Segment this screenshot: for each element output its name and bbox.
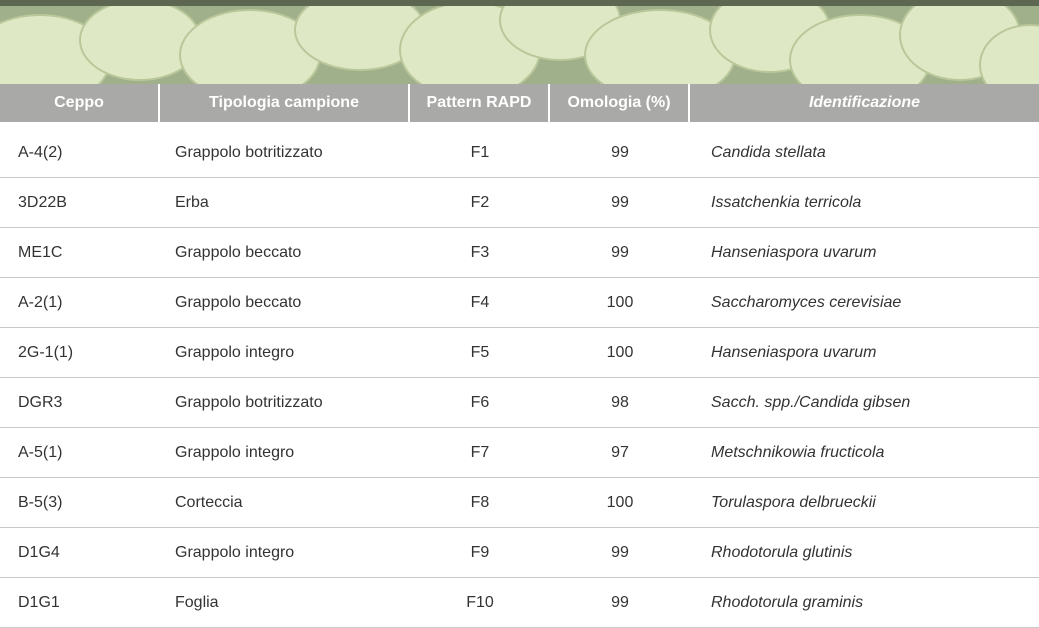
table-cell: Hanseniaspora uvarum	[690, 244, 1039, 262]
table-cell: Rhodotorula graminis	[690, 594, 1039, 612]
table-cell: F8	[410, 494, 550, 512]
table-cell: Grappolo integro	[160, 344, 410, 362]
table-cell: F1	[410, 144, 550, 162]
table-cell: Grappolo beccato	[160, 244, 410, 262]
table-cell: F9	[410, 544, 550, 562]
header-cell: Omologia (%)	[550, 84, 690, 122]
table-cell: 99	[550, 594, 690, 612]
table-cell: B-5(3)	[0, 494, 160, 512]
table-cell: Torulaspora delbrueckii	[690, 494, 1039, 512]
table-cell: Sacch. spp./Candida gibsen	[690, 394, 1039, 412]
table-cell: D1G4	[0, 544, 160, 562]
table-cell: 99	[550, 544, 690, 562]
table-cell: 98	[550, 394, 690, 412]
table-cell: DGR3	[0, 394, 160, 412]
table-cell: Saccharomyces cerevisiae	[690, 294, 1039, 312]
table-cell: Corteccia	[160, 494, 410, 512]
header-cell: Tipologia campione	[160, 84, 410, 122]
table-cell: 97	[550, 444, 690, 462]
table-cell: 100	[550, 494, 690, 512]
table-cell: Grappolo integro	[160, 444, 410, 462]
table-cell: F2	[410, 194, 550, 212]
table-cell: D1G1	[0, 594, 160, 612]
table-cell: F4	[410, 294, 550, 312]
table-cell: Grappolo beccato	[160, 294, 410, 312]
table-cell: F10	[410, 594, 550, 612]
table-cell: Grappolo botritizzato	[160, 394, 410, 412]
header-cell: Ceppo	[0, 84, 160, 122]
table-cell: Foglia	[160, 594, 410, 612]
table-cell: Hanseniaspora uvarum	[690, 344, 1039, 362]
table-cell: Erba	[160, 194, 410, 212]
table-cell: Rhodotorula glutinis	[690, 544, 1039, 562]
header-cell: Pattern RAPD	[410, 84, 550, 122]
table-cell: Issatchenkia terricola	[690, 194, 1039, 212]
table-cell: Grappolo integro	[160, 544, 410, 562]
table-cell: F5	[410, 344, 550, 362]
table-cell: 100	[550, 294, 690, 312]
table-cell: 100	[550, 344, 690, 362]
table-cell: Metschnikowia fructicola	[690, 444, 1039, 462]
banner-image	[0, 0, 1039, 84]
table-cell: 2G-1(1)	[0, 344, 160, 362]
table-cell: 3D22B	[0, 194, 160, 212]
page: CeppoTipologia campionePattern RAPDOmolo…	[0, 0, 1039, 624]
table-cell: F6	[410, 394, 550, 412]
table-cell: 99	[550, 194, 690, 212]
table-cell: A-4(2)	[0, 144, 160, 162]
table-cell: ME1C	[0, 244, 160, 262]
table-cell: Candida stellata	[690, 144, 1039, 162]
table-cell: 99	[550, 144, 690, 162]
table-cell: 99	[550, 244, 690, 262]
table-cell: A-2(1)	[0, 294, 160, 312]
table-cell: Grappolo botritizzato	[160, 144, 410, 162]
table-cell: F7	[410, 444, 550, 462]
table-cell: F3	[410, 244, 550, 262]
header-cell: Identificazione	[690, 84, 1039, 122]
table-cell: A-5(1)	[0, 444, 160, 462]
